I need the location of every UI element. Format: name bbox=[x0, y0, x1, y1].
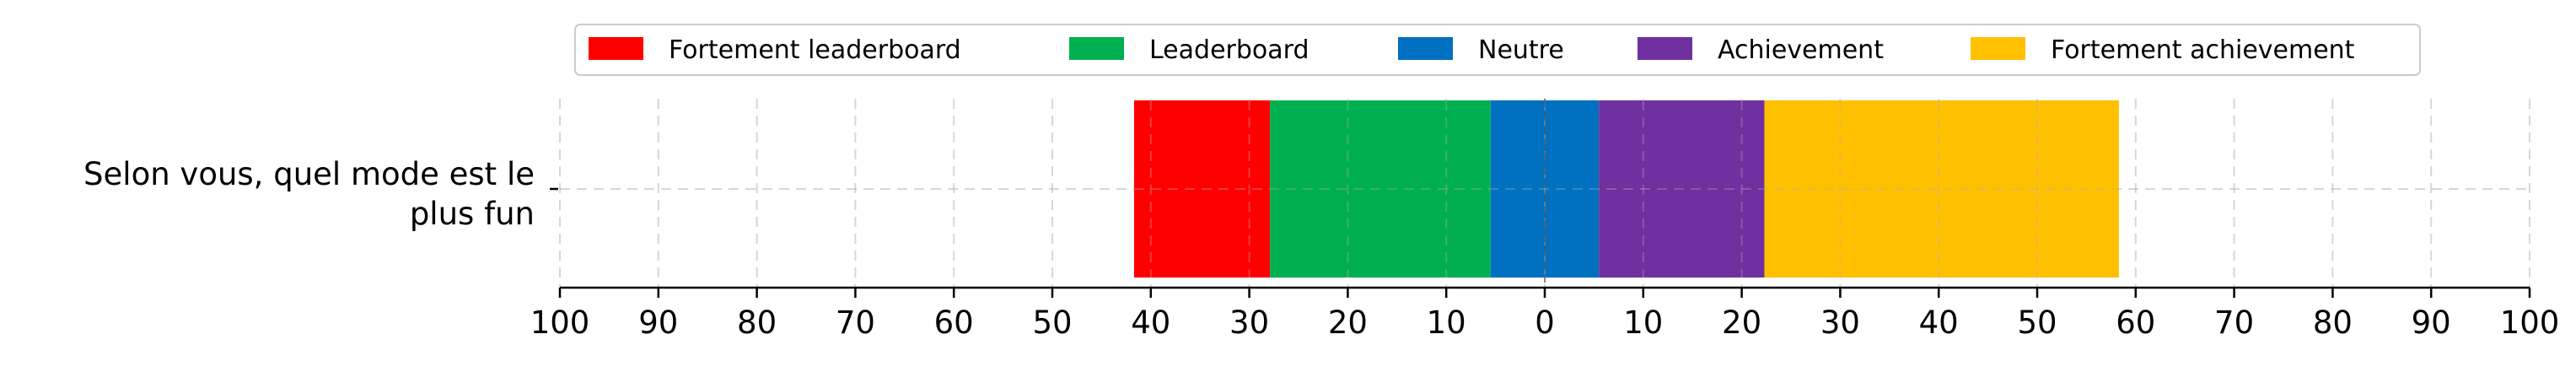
legend-label: Fortement leaderboard bbox=[669, 35, 961, 65]
category-label-line: plus fun bbox=[410, 196, 535, 232]
x-tick-label: 70 bbox=[836, 305, 875, 341]
bar-segment bbox=[1599, 100, 1765, 278]
x-tick-label: 50 bbox=[2017, 305, 2057, 341]
x-axis: 100 90 80 70 60 50 40 30 20 10 0 10 20 30 40 50 60 70 80 90… bbox=[530, 286, 2560, 341]
x-tick-label: 80 bbox=[2313, 305, 2353, 341]
bar-segment bbox=[1764, 100, 2119, 278]
legend-item: Achievement bbox=[1638, 35, 1884, 65]
x-tick-label: 40 bbox=[1919, 305, 1959, 341]
x-tick-label: 10 bbox=[1427, 305, 1466, 341]
legend-swatch bbox=[1069, 37, 1124, 60]
bar-segment bbox=[1270, 100, 1491, 278]
legend-swatch bbox=[1398, 37, 1453, 60]
x-tick-label: 90 bbox=[638, 305, 678, 341]
legend-label: Leaderboard bbox=[1149, 35, 1310, 65]
category-label: Selon vous, quel mode est le plus fun bbox=[83, 156, 535, 232]
legend-label: Achievement bbox=[1718, 35, 1884, 65]
x-tick-label: 60 bbox=[2116, 305, 2155, 341]
legend-item: Fortement achievement bbox=[1971, 35, 2355, 65]
legend-swatch bbox=[1638, 37, 1692, 60]
x-tick-label: 30 bbox=[1820, 305, 1860, 341]
legend-frame bbox=[574, 24, 2421, 76]
x-tick-label: 20 bbox=[1328, 305, 1368, 341]
category-label-line: Selon vous, quel mode est le bbox=[83, 156, 535, 192]
x-tick-label: 0 bbox=[1535, 305, 1555, 341]
bar-segment bbox=[1133, 100, 1271, 278]
legend-swatch bbox=[589, 37, 643, 60]
legend-label: Neutre bbox=[1478, 35, 1564, 65]
legend-item: Leaderboard bbox=[1069, 35, 1310, 65]
x-tick-label: 20 bbox=[1722, 305, 1761, 341]
x-tick-label: 50 bbox=[1032, 305, 1072, 341]
x-tick-label: 100 bbox=[530, 305, 590, 341]
x-tick-label: 60 bbox=[934, 305, 974, 341]
x-tick-label: 10 bbox=[1623, 305, 1663, 341]
legend: Fortement leaderboard Leaderboard Neutre Ac… bbox=[574, 24, 2421, 76]
x-tick-label: 80 bbox=[737, 305, 777, 341]
legend-item: Neutre bbox=[1398, 35, 1564, 65]
x-tick-label: 40 bbox=[1131, 305, 1170, 341]
bars bbox=[1133, 100, 2119, 278]
x-tick-label: 30 bbox=[1229, 305, 1269, 341]
x-tick-label: 70 bbox=[2214, 305, 2254, 341]
y-axis: Selon vous, quel mode est le plus fun bbox=[83, 156, 558, 232]
x-tick-label: 90 bbox=[2412, 305, 2451, 341]
legend-swatch bbox=[1971, 37, 2025, 60]
x-tick-label: 100 bbox=[2500, 305, 2560, 341]
legend-item: Fortement leaderboard bbox=[589, 35, 961, 65]
legend-label: Fortement achievement bbox=[2051, 35, 2355, 65]
